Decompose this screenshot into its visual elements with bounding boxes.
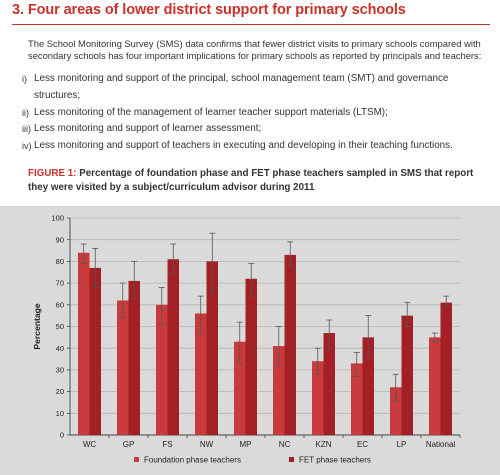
x-tick-label: LP xyxy=(397,440,407,449)
y-tick-label: 40 xyxy=(56,344,64,353)
x-tick-label: GP xyxy=(123,440,135,449)
bar xyxy=(401,315,413,435)
y-tick-label: 50 xyxy=(56,322,64,331)
legend-label: FET phase teachers xyxy=(299,456,371,465)
bar xyxy=(167,259,179,435)
x-tick-label: EC xyxy=(357,440,368,449)
figure-caption-text: Percentage of foundation phase and FET p… xyxy=(28,168,474,193)
bar xyxy=(156,304,168,435)
section-title: 3. Four areas of lower district support … xyxy=(12,2,406,18)
list-text: Less monitoring and support of teachers … xyxy=(34,140,453,152)
bar xyxy=(195,313,207,435)
list-text: Less monitoring of the management of lea… xyxy=(34,106,388,118)
chart-panel: 0 10 20 30 40 50 60 70 80 90 100 Percentage WC GP FS NW… xyxy=(0,206,500,475)
bar-chart: 0 10 20 30 40 50 60 70 80 90 100 Percentage WC GP FS NW… xyxy=(32,214,461,465)
y-tick-label: 80 xyxy=(56,257,64,266)
bar xyxy=(78,252,90,435)
y-tick-label: 70 xyxy=(56,279,64,288)
x-tick-label: National xyxy=(426,440,456,449)
bar xyxy=(284,254,296,435)
legend-swatch xyxy=(134,457,139,462)
figure-label: FIGURE 1: xyxy=(28,168,77,179)
bar xyxy=(273,346,285,435)
bar xyxy=(440,302,452,435)
legend-swatch xyxy=(289,457,294,462)
list-text: Less monitoring and support of the princ… xyxy=(34,73,449,101)
y-tick-label: 100 xyxy=(51,214,64,223)
list-item: iv) Less monitoring and support of teach… xyxy=(22,138,492,155)
x-tick-label: NC xyxy=(279,440,291,449)
intro-paragraph: The School Monitoring Survey (SMS) data … xyxy=(28,38,482,62)
bar xyxy=(117,300,129,435)
y-axis-label: Percentage xyxy=(32,303,42,350)
list-item: i) Less monitoring and support of the pr… xyxy=(22,71,492,105)
bar xyxy=(89,267,101,435)
legend-label: Foundation phase teachers xyxy=(144,456,241,465)
bar xyxy=(245,278,257,435)
x-tick-label: FS xyxy=(162,440,172,449)
x-tick-label: NW xyxy=(200,440,214,449)
list-item: ii) Less monitoring of the management of… xyxy=(22,105,492,122)
list-item: iii) Less monitoring and support of lear… xyxy=(22,121,492,138)
y-tick-label: 60 xyxy=(56,300,64,309)
y-tick-label: 90 xyxy=(56,235,64,244)
bar xyxy=(351,363,363,435)
x-tick-label: MP xyxy=(240,440,252,449)
section-divider xyxy=(12,24,490,25)
x-tick-label: KZN xyxy=(316,440,332,449)
figure-caption: FIGURE 1: Percentage of foundation phase… xyxy=(28,167,488,194)
list-number: iii) xyxy=(22,124,31,135)
implications-list: i) Less monitoring and support of the pr… xyxy=(22,71,492,155)
bar xyxy=(128,280,140,435)
bar xyxy=(390,387,402,435)
list-number: iv) xyxy=(22,141,32,152)
y-tick-label: 20 xyxy=(56,387,64,396)
bar xyxy=(234,341,246,435)
list-text: Less monitoring and support of learner a… xyxy=(34,123,262,135)
x-tick-label: WC xyxy=(83,440,97,449)
y-tick-label: 30 xyxy=(56,366,64,375)
y-tick-label: 0 xyxy=(60,431,64,440)
list-number: i) xyxy=(22,74,27,84)
y-tick-label: 10 xyxy=(56,409,64,418)
bar xyxy=(362,337,374,435)
bar xyxy=(323,333,335,435)
list-number: ii) xyxy=(22,107,29,118)
bar xyxy=(206,261,218,435)
bar xyxy=(429,337,441,435)
bar xyxy=(312,361,324,435)
